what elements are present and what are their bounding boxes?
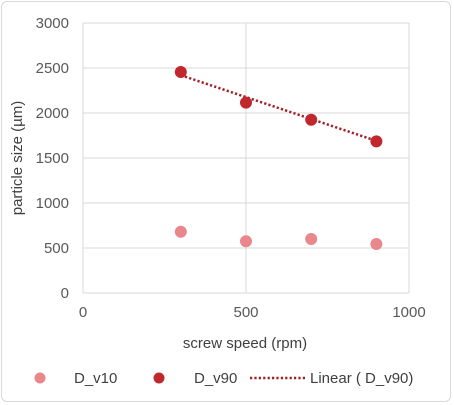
points-layer (174, 66, 383, 250)
y-tick-labels: 0 500 1000 1500 2000 2500 3000 (36, 15, 69, 302)
legend-label-trendline: Linear ( D_v90) (310, 370, 413, 387)
y-tick-label: 2500 (36, 60, 69, 77)
x-tick-label: 0 (79, 304, 87, 321)
legend-marker-d-v10 (34, 372, 46, 384)
trendline-d-v90 (180, 74, 377, 143)
grid (82, 22, 410, 294)
legend-label-d-v10: D_v10 (74, 370, 117, 387)
legend-marker-d-v90 (153, 372, 165, 384)
data-point-d-v90 (370, 135, 383, 148)
data-point-d-v10 (305, 233, 318, 245)
data-point-d-v90 (174, 66, 187, 79)
data-point-d-v10 (370, 237, 383, 250)
data-point-d-v10 (174, 225, 187, 238)
x-tick-label: 1000 (392, 304, 425, 321)
legend-label-d-v90: D_v90 (194, 370, 237, 387)
x-axis-title: screw speed (rpm) (183, 335, 307, 352)
y-tick-label: 2000 (36, 105, 69, 122)
data-point-d-v10 (240, 235, 252, 248)
data-point-d-v90 (240, 96, 252, 109)
y-axis-title: particle size (µm) (9, 101, 26, 216)
y-tick-label: 0 (61, 285, 69, 302)
y-tick-label: 3000 (36, 15, 69, 32)
x-tick-label: 500 (233, 304, 258, 321)
x-tick-labels: 0 500 1000 (79, 304, 426, 321)
legend: D_v10 D_v90 Linear ( D_v90) (34, 370, 413, 387)
y-tick-label: 1000 (36, 195, 69, 212)
data-point-d-v90 (305, 113, 318, 126)
y-tick-label: 1500 (36, 150, 69, 167)
trendline-layer (180, 74, 377, 143)
y-tick-label: 500 (44, 240, 69, 257)
